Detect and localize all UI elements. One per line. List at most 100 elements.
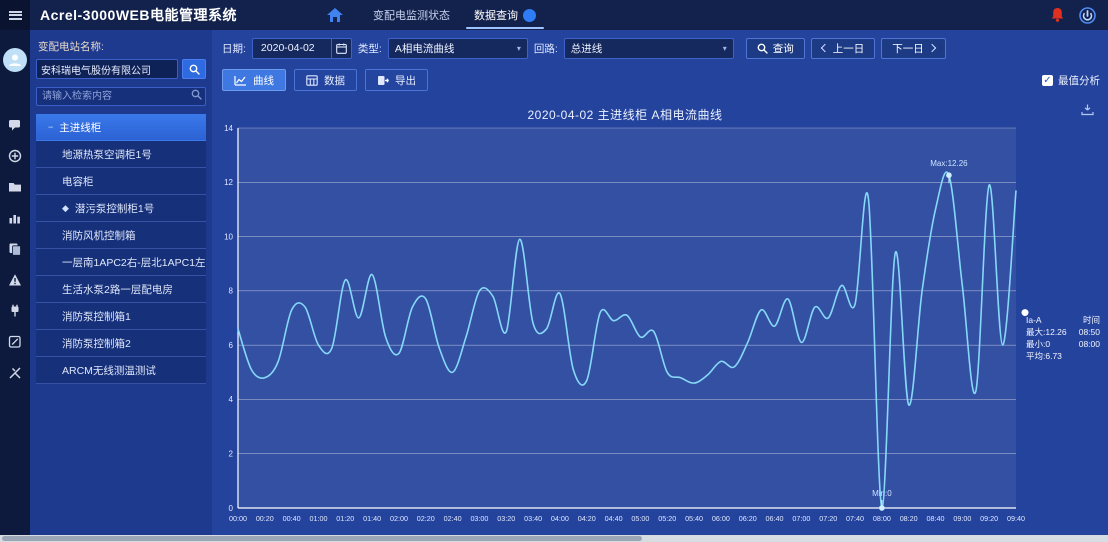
tree-item[interactable]: 地源热泵空调柜1号 bbox=[36, 141, 206, 168]
search-icon bbox=[191, 89, 202, 100]
home-button[interactable] bbox=[327, 8, 343, 22]
alert-icon[interactable] bbox=[8, 273, 22, 287]
tab-data-query[interactable]: 数据查询 bbox=[462, 0, 548, 30]
calendar-button[interactable] bbox=[330, 38, 351, 58]
folder-icon bbox=[9, 183, 21, 192]
type-select[interactable]: A相电流曲线 ▾ bbox=[387, 37, 528, 59]
header-tabs: 变配电监测状态 数据查询 bbox=[361, 0, 548, 30]
maxmin-label: 最值分析 bbox=[1058, 74, 1100, 87]
collapse-icon[interactable]: − bbox=[48, 122, 54, 132]
tree-item-label: 主进线柜 bbox=[59, 121, 102, 134]
svg-text:Max:12.26: Max:12.26 bbox=[930, 159, 968, 168]
avg-value: 平均:6.73 bbox=[1026, 351, 1062, 361]
chevron-down-icon: ▾ bbox=[722, 43, 727, 53]
current-curve-chart: 0 2 4 6 8 10 12 14 00:00 00:20 00:40 01:00 01:20 01:4… bbox=[224, 124, 1029, 523]
power-icon[interactable] bbox=[1079, 6, 1096, 24]
download-icon[interactable] bbox=[1081, 104, 1094, 116]
station-name-input[interactable] bbox=[36, 59, 178, 79]
folder-icon[interactable] bbox=[8, 180, 22, 194]
circuit-value: 总进线 bbox=[570, 42, 603, 55]
circuit-tree: − 主进线柜地源热泵空调柜1号 电容柜 ◆ 潜污泵控制柜1号消防风机控制箱一层南1APC… bbox=[36, 114, 206, 384]
tools-icon[interactable] bbox=[8, 366, 22, 380]
scrollbar-thumb[interactable] bbox=[2, 536, 642, 541]
tree-item-label: 电容柜 bbox=[62, 175, 94, 188]
search-icon bbox=[757, 43, 768, 54]
min-value: 最小:0 bbox=[1026, 339, 1051, 349]
tab-substation-status[interactable]: 变配电监测状态 bbox=[361, 0, 462, 30]
plug-icon[interactable] bbox=[8, 304, 22, 318]
chat-icon[interactable] bbox=[8, 118, 22, 132]
svg-text:00:40: 00:40 bbox=[283, 514, 301, 523]
tree-search-input[interactable] bbox=[36, 87, 206, 106]
svg-text:09:20: 09:20 bbox=[980, 514, 998, 523]
tree-item-label: 消防风机控制箱 bbox=[62, 229, 136, 242]
svg-text:06:00: 06:00 bbox=[712, 514, 730, 523]
bar-chart-icon[interactable] bbox=[8, 211, 22, 225]
circuit-label: 回路: bbox=[533, 42, 558, 55]
header-actions bbox=[1050, 6, 1108, 24]
menu-button[interactable] bbox=[0, 0, 30, 30]
svg-text:08:20: 08:20 bbox=[900, 514, 918, 523]
svg-text:01:40: 01:40 bbox=[363, 514, 381, 523]
tree-item-label: 地源热泵空调柜1号 bbox=[62, 148, 152, 161]
date-value: 2020-04-02 bbox=[260, 42, 315, 54]
rail-icon-list bbox=[8, 118, 22, 380]
diamond-icon: ◆ bbox=[62, 202, 69, 213]
data-view-button[interactable]: 数据 bbox=[294, 69, 357, 91]
edit-icon bbox=[8, 335, 21, 348]
edit-icon[interactable] bbox=[8, 335, 22, 349]
menu-icon bbox=[8, 10, 22, 20]
svg-text:03:20: 03:20 bbox=[497, 514, 515, 523]
date-label: 日期: bbox=[222, 42, 246, 55]
svg-text:04:40: 04:40 bbox=[605, 514, 623, 523]
data-view-label: 数据 bbox=[324, 74, 345, 87]
date-picker[interactable]: 2020-04-02 bbox=[251, 37, 352, 59]
tree-item[interactable]: 一层南1APC2右-层北1APC1左 bbox=[36, 249, 206, 276]
maxmin-checkbox[interactable]: ✓ 最值分析 bbox=[1042, 73, 1100, 88]
svg-text:07:00: 07:00 bbox=[792, 514, 810, 523]
export-label: 导出 bbox=[395, 74, 416, 87]
plug-icon bbox=[11, 304, 19, 317]
tree-item[interactable]: 消防泵控制箱2 bbox=[36, 330, 206, 357]
compass-icon[interactable] bbox=[8, 149, 22, 163]
view-toolbar: 曲线 数据 导出 ✓ 最值分析 bbox=[222, 67, 1100, 93]
tree-item[interactable]: 生活水泵2路一层配电房 bbox=[36, 276, 206, 303]
min-time: 08:00 bbox=[1078, 339, 1100, 349]
circuit-select[interactable]: 总进线 ▾ bbox=[563, 37, 734, 59]
export-button[interactable]: 导出 bbox=[365, 69, 428, 91]
curve-view-button[interactable]: 曲线 bbox=[222, 69, 286, 91]
query-button[interactable]: 查询 bbox=[745, 37, 805, 59]
calendar-icon bbox=[336, 43, 347, 54]
max-time: 08:50 bbox=[1078, 327, 1100, 337]
curve-view-label: 曲线 bbox=[253, 74, 274, 87]
tree-item[interactable]: ARCM无线测温测试 bbox=[36, 357, 206, 384]
type-value: A相电流曲线 bbox=[394, 42, 455, 55]
tree-item[interactable]: − 主进线柜 bbox=[36, 114, 206, 141]
copy-icon bbox=[9, 243, 21, 256]
series-endpoint-dot bbox=[1021, 309, 1029, 317]
tree-item-label: 生活水泵2路一层配电房 bbox=[62, 283, 173, 296]
svg-text:4: 4 bbox=[229, 395, 234, 404]
station-search-button[interactable] bbox=[182, 59, 206, 79]
tree-item[interactable]: 电容柜 bbox=[36, 168, 206, 195]
prev-day-button[interactable]: 上一日 bbox=[810, 37, 876, 59]
time-header: 时间 bbox=[1082, 315, 1100, 325]
svg-text:00:20: 00:20 bbox=[256, 514, 274, 523]
alarm-icon[interactable] bbox=[1050, 7, 1065, 23]
next-day-button[interactable]: 下一日 bbox=[881, 37, 946, 59]
tree-item-label: 一层南1APC2右-层北1APC1左 bbox=[62, 256, 206, 269]
tree-item[interactable]: ◆ 潜污泵控制柜1号 bbox=[36, 195, 206, 222]
tree-item[interactable]: 消防风机控制箱 bbox=[36, 222, 206, 249]
line-chart-icon bbox=[234, 75, 246, 86]
station-name-label: 变配电站名称: bbox=[38, 41, 104, 53]
tree-item-label: 消防泵控制箱1 bbox=[62, 310, 131, 323]
svg-text:02:20: 02:20 bbox=[417, 514, 435, 523]
copy-icon[interactable] bbox=[8, 242, 22, 256]
svg-text:09:40: 09:40 bbox=[1007, 514, 1025, 523]
tree-item[interactable]: 消防泵控制箱1 bbox=[36, 303, 206, 330]
horizontal-scrollbar[interactable] bbox=[0, 535, 1108, 542]
avatar[interactable] bbox=[3, 48, 27, 72]
svg-text:Min:0: Min:0 bbox=[872, 489, 892, 498]
